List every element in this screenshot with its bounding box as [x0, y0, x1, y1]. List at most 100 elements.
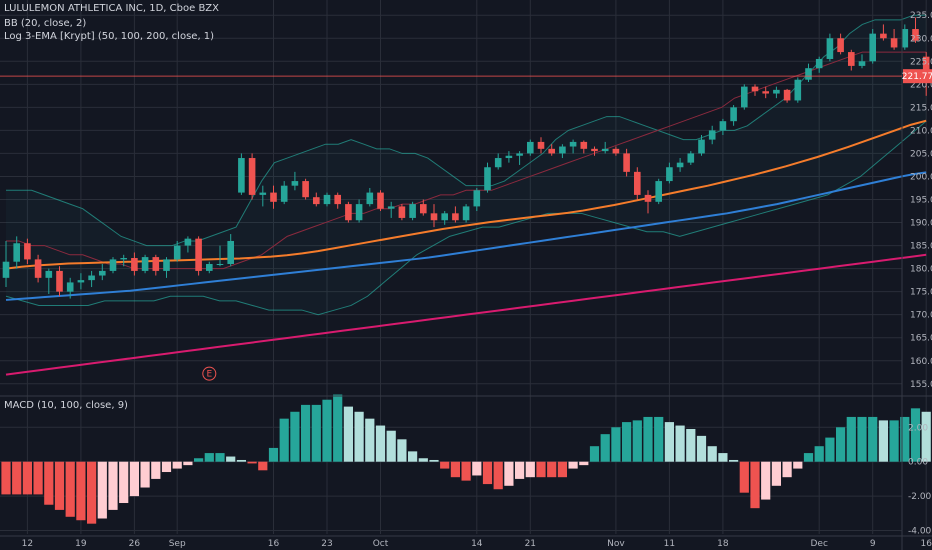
candle [858, 54, 866, 69]
bb-lower-line [5, 120, 927, 316]
price-tick-label: 230.00 [910, 34, 932, 44]
macd-tick-label: -2.00 [908, 492, 932, 502]
candle [216, 245, 224, 267]
candle [302, 178, 309, 200]
candle-body [206, 264, 213, 271]
candle-body [559, 146, 566, 154]
candle-body [163, 259, 170, 271]
candle-body [794, 79, 802, 101]
candle [676, 158, 684, 172]
candle [377, 190, 384, 212]
macd-bar [44, 461, 54, 505]
macd-bar [718, 453, 728, 462]
candle [238, 153, 245, 195]
macd-bar [878, 420, 888, 462]
candle-body [848, 52, 855, 66]
ema100-line [5, 171, 927, 301]
candle [120, 254, 127, 267]
candle-body [345, 204, 352, 221]
candle [569, 139, 577, 154]
macd-bar [696, 435, 707, 462]
macd-bar [557, 461, 567, 478]
candle [34, 254, 42, 283]
candle-body [516, 153, 523, 156]
macd-bar [547, 461, 557, 478]
macd-bar [33, 461, 43, 495]
candle-body [452, 213, 459, 221]
macd-bar [215, 453, 225, 462]
ema-indicator-label[interactable]: Log 3-EMA [Krypt] (50, 100, 200, close, … [4, 31, 215, 42]
candle-body [216, 264, 224, 265]
macd-bar [482, 461, 493, 485]
candle-body [655, 181, 662, 202]
candle [462, 204, 470, 223]
candle [708, 125, 716, 145]
macd-bar [793, 461, 803, 469]
macd-bar [686, 428, 696, 462]
candle [666, 162, 673, 184]
time-tick-label: 12 [22, 539, 33, 549]
candle [687, 151, 695, 165]
candle-body [880, 33, 887, 39]
candle [601, 141, 609, 154]
macd-bar [311, 404, 321, 462]
candle [773, 86, 780, 99]
macd-bar [836, 427, 846, 462]
candle [56, 266, 63, 297]
price-tick-label: 220.00 [910, 80, 932, 90]
earnings-marker-label: E [206, 370, 212, 380]
macd-bar [461, 461, 471, 481]
candle-body [912, 29, 919, 41]
macd-bar [472, 461, 482, 476]
time-tick-label: 19 [75, 539, 87, 549]
candle [2, 240, 10, 288]
candle-body [195, 238, 202, 271]
macd-bar [12, 461, 22, 495]
candle-body [141, 257, 149, 271]
candle-body [131, 258, 138, 271]
macd-bar [857, 416, 867, 462]
candle [559, 144, 566, 159]
candle-body [259, 192, 267, 195]
macd-bar [761, 461, 771, 500]
candle [270, 185, 277, 209]
price-tick-label: 225.00 [910, 57, 932, 67]
candle-body [676, 162, 684, 168]
candle [184, 236, 192, 253]
candle [355, 199, 363, 223]
candle [848, 49, 855, 71]
candle [152, 254, 160, 276]
candle-body [366, 192, 374, 205]
candle [195, 236, 202, 276]
candle-body [687, 153, 695, 163]
candle [484, 162, 491, 193]
macd-bar [322, 399, 332, 462]
candle [912, 17, 919, 43]
macd-indicator-label[interactable]: MACD (10, 100, close, 9) [4, 400, 128, 411]
bollinger-bands [5, 14, 927, 316]
macd-bar [739, 461, 749, 493]
macd-bar [140, 461, 150, 488]
candle-body [66, 282, 74, 292]
candle-body [334, 194, 341, 205]
candle-body [548, 148, 555, 154]
bb-indicator-label[interactable]: BB (20, close, 2) [4, 18, 87, 29]
candle-body [741, 86, 748, 108]
candle [173, 240, 181, 262]
candle [452, 206, 459, 223]
candle [77, 273, 85, 290]
macd-bar [664, 422, 674, 462]
chart-title: LULULEMON ATHLETICA INC, 1D, Cboe BZX [4, 3, 220, 14]
macd-bar [397, 439, 407, 462]
macd-bar [632, 420, 642, 462]
candle-body [815, 58, 823, 69]
candle [45, 268, 53, 294]
candle [762, 86, 769, 99]
candle [248, 153, 256, 200]
macd-bar [611, 427, 621, 462]
candle [313, 192, 320, 207]
macd-bar [825, 437, 835, 462]
macd-bar [654, 416, 664, 462]
candle-body [505, 155, 513, 159]
